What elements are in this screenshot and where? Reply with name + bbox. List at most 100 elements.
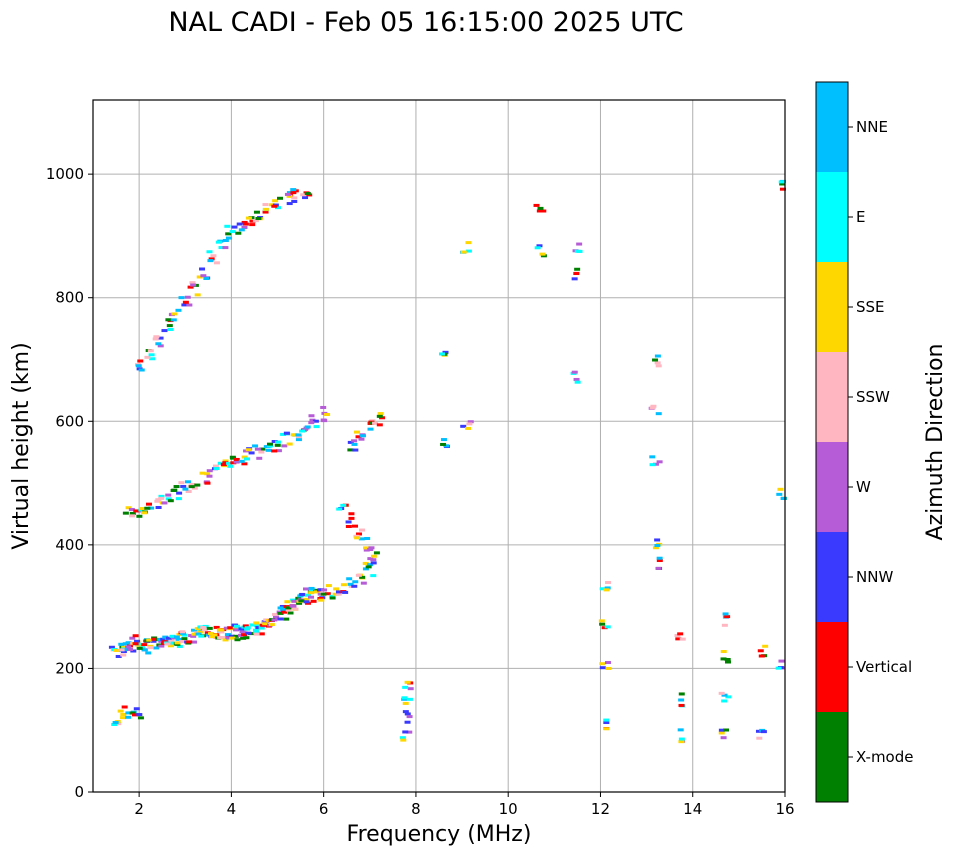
data-point — [238, 627, 245, 631]
data-point — [367, 427, 374, 431]
data-point — [125, 715, 132, 719]
data-point — [200, 274, 207, 278]
data-point — [252, 219, 259, 223]
series-1 — [122, 405, 386, 518]
data-point — [129, 711, 136, 715]
data-point — [336, 507, 343, 511]
data-point — [780, 497, 787, 501]
data-point — [574, 267, 581, 271]
data-point — [230, 461, 237, 465]
data-point — [292, 607, 299, 611]
data-point — [240, 636, 247, 640]
data-point — [233, 624, 240, 628]
data-point — [355, 573, 362, 577]
data-point — [141, 511, 148, 515]
data-point — [438, 352, 445, 356]
data-point — [252, 444, 259, 448]
data-point — [255, 216, 262, 220]
data-point — [175, 308, 182, 312]
data-point — [280, 608, 287, 612]
data-point — [165, 636, 172, 640]
data-point — [224, 224, 231, 228]
data-point — [534, 246, 541, 250]
data-point — [275, 440, 282, 444]
data-point — [167, 499, 174, 503]
data-point — [253, 621, 260, 625]
data-point — [201, 628, 208, 632]
data-point — [679, 637, 686, 641]
data-point — [283, 431, 290, 435]
data-point — [254, 624, 261, 628]
data-point — [186, 303, 193, 307]
data-point — [324, 413, 331, 417]
data-point — [157, 344, 164, 348]
colorbar-tick-label: SSW — [856, 388, 890, 406]
data-point — [167, 642, 174, 646]
data-point — [675, 637, 682, 641]
data-point — [678, 698, 685, 702]
data-point — [263, 445, 270, 449]
colorbar-segment — [816, 712, 848, 802]
data-point — [252, 628, 259, 632]
data-point — [144, 506, 151, 510]
data-point — [324, 592, 331, 596]
colorbar-segment — [816, 622, 848, 712]
data-point — [160, 637, 167, 641]
plot-frame — [92, 99, 786, 793]
data-point — [165, 318, 172, 322]
data-point — [154, 499, 161, 503]
data-point — [329, 596, 336, 600]
data-point — [249, 223, 256, 227]
data-point — [217, 636, 224, 640]
data-point — [258, 450, 265, 454]
data-point — [571, 370, 578, 374]
data-point — [539, 252, 546, 256]
data-point — [407, 687, 414, 691]
data-point — [354, 536, 361, 540]
data-point — [308, 595, 315, 599]
data-point — [189, 281, 196, 285]
data-point — [442, 350, 449, 354]
data-point — [244, 457, 251, 461]
data-point — [176, 491, 183, 495]
data-point — [111, 722, 118, 726]
data-point — [650, 404, 657, 408]
data-point — [318, 598, 325, 602]
data-point — [213, 261, 220, 265]
data-point — [144, 355, 151, 359]
data-point — [228, 634, 235, 638]
data-point — [225, 232, 232, 236]
data-point — [161, 329, 168, 333]
data-point — [370, 554, 377, 558]
data-point — [190, 283, 197, 287]
data-point — [187, 285, 194, 289]
data-point — [655, 566, 662, 570]
data-point — [262, 203, 269, 207]
data-point — [208, 632, 215, 636]
data-point — [652, 358, 659, 362]
data-point — [262, 622, 269, 626]
data-point — [212, 464, 219, 468]
colorbar-tick-label: NNW — [856, 568, 893, 586]
data-point — [239, 630, 246, 634]
data-point — [720, 650, 727, 654]
data-point — [368, 546, 375, 550]
data-point — [189, 483, 196, 487]
data-point — [182, 300, 189, 304]
data-point — [120, 650, 127, 654]
data-point — [196, 275, 203, 279]
data-point — [399, 736, 406, 740]
data-point — [649, 406, 656, 410]
data-point — [345, 524, 352, 528]
data-point — [299, 592, 306, 596]
data-point — [656, 559, 663, 563]
data-point — [178, 481, 185, 485]
data-point — [280, 432, 287, 436]
data-point — [304, 192, 311, 196]
data-point — [268, 203, 275, 207]
data-point — [245, 216, 252, 220]
data-point — [151, 637, 158, 641]
data-point — [186, 640, 193, 644]
data-point — [176, 644, 183, 648]
data-point — [308, 421, 315, 425]
